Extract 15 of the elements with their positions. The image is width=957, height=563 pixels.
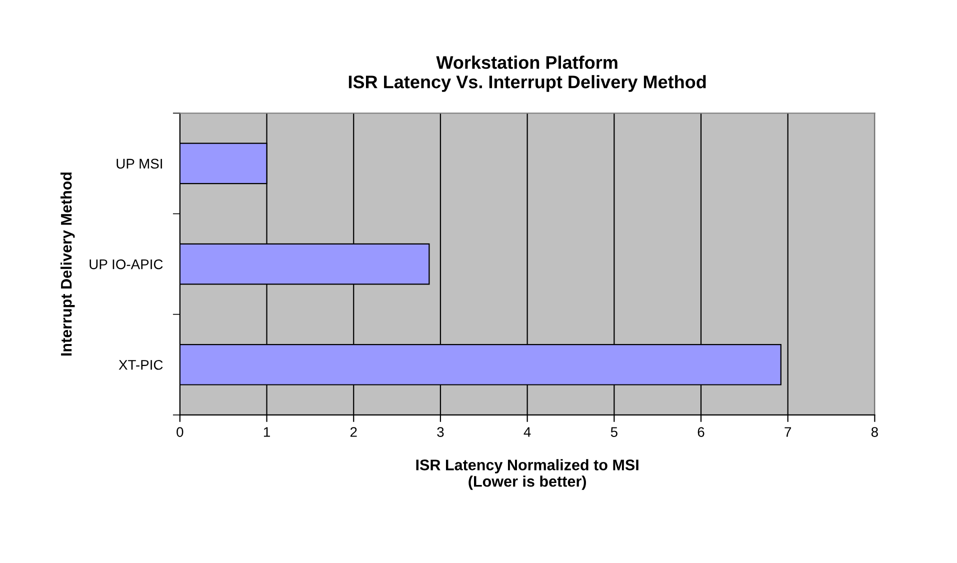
x-tick-label: 8 [871,427,878,437]
y-tick-label: UP IO-APIC [90,259,163,270]
y-axis-title: Interrupt Delivery Method [60,172,75,356]
x-tick-label: 3 [437,427,444,437]
x-tick-label: 6 [698,427,704,437]
chart-title: Workstation Platform ISR Latency Vs. Interrupt Delivery Method [348,56,706,92]
x-tick-label: 1 [264,427,270,437]
x-tick-label: 5 [610,427,618,437]
x-tick-label: 0 [176,427,184,437]
y-tick-label: XT-PIC [118,360,163,370]
x-axis-title: ISR Latency Normalized to MSI (Lower is better) [416,459,638,490]
y-tick-label: UP MSI [116,158,162,169]
x-tick-label: 4 [524,427,531,437]
x-tick-label: 7 [784,427,792,437]
x-tick-label: 2 [350,427,357,437]
